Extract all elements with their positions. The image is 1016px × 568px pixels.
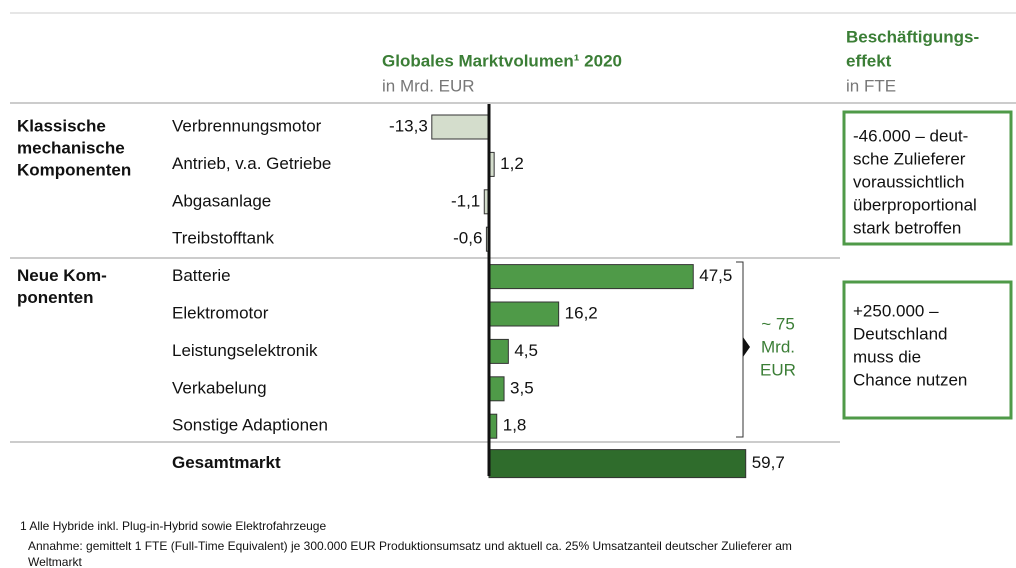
- brace-label: EUR: [760, 360, 796, 379]
- category-label: Sonstige Adaptionen: [172, 416, 328, 435]
- category-label: Leistungselektronik: [172, 341, 318, 360]
- value-label: 1,8: [503, 416, 527, 435]
- group-label: ponenten: [17, 288, 94, 307]
- category-label: Verkabelung: [172, 378, 267, 397]
- effect-text: überproportional: [853, 195, 977, 214]
- value-label: 47,5: [699, 266, 732, 285]
- category-label: Antrieb, v.a. Getriebe: [172, 154, 331, 173]
- value-label: -13,3: [389, 116, 428, 135]
- brace-label: Mrd.: [761, 337, 795, 356]
- effect-text: sche Zulieferer: [853, 149, 966, 168]
- group-label: Komponenten: [17, 160, 131, 179]
- category-label: Abgasanlage: [172, 191, 271, 210]
- brace: [736, 261, 744, 438]
- bar: [488, 449, 747, 479]
- total-label: Gesamtmarkt: [172, 453, 281, 472]
- footnote: 1 Alle Hybride inkl. Plug-in-Hybrid sowi…: [20, 519, 326, 533]
- value-label: 4,5: [514, 341, 538, 360]
- bar: [488, 338, 509, 364]
- category-label: Treibstofftank: [172, 229, 275, 248]
- bar: [488, 301, 560, 327]
- effect-text: -46.000 – deut-: [853, 126, 968, 145]
- bar: [431, 114, 490, 140]
- category-label: Verbrennungsmotor: [172, 116, 322, 135]
- effect-text: +250.000 –: [853, 301, 939, 320]
- bar: [488, 376, 505, 402]
- category-label: Batterie: [172, 266, 231, 285]
- effect-text: Chance nutzen: [853, 370, 967, 389]
- value-label: 1,2: [500, 154, 524, 173]
- bar: [488, 264, 694, 290]
- brace-arrow: [743, 337, 750, 357]
- effect-header: effekt: [846, 51, 892, 70]
- subtitle: in Mrd. EUR: [382, 76, 475, 95]
- value-label: -0,6: [453, 229, 482, 248]
- effect-text: voraussichtlich: [853, 172, 965, 191]
- effect-text: Deutschland: [853, 324, 948, 343]
- category-label: Elektromotor: [172, 303, 269, 322]
- effect-subtitle: in FTE: [846, 76, 896, 95]
- value-label: 59,7: [752, 453, 785, 472]
- brace-label: ~ 75: [761, 314, 795, 333]
- group-label: mechanische: [17, 138, 125, 157]
- footnote: Weltmarkt: [28, 555, 82, 568]
- effect-box: [842, 110, 1013, 246]
- effect-text: stark betroffen: [853, 218, 961, 237]
- value-label: 16,2: [565, 303, 598, 322]
- group-label: Klassische: [17, 116, 106, 135]
- value-label: -1,1: [451, 191, 480, 210]
- effect-header: Beschäftigungs-: [846, 27, 979, 46]
- effect-text: muss die: [853, 347, 921, 366]
- group-label: Neue Kom-: [17, 266, 107, 285]
- value-label: 3,5: [510, 378, 534, 397]
- chart-title: Globales Marktvolumen¹ 2020: [382, 51, 622, 70]
- effect-box: [842, 280, 1013, 420]
- footnote: Annahme: gemittelt 1 FTE (Full-Time Equi…: [28, 539, 792, 553]
